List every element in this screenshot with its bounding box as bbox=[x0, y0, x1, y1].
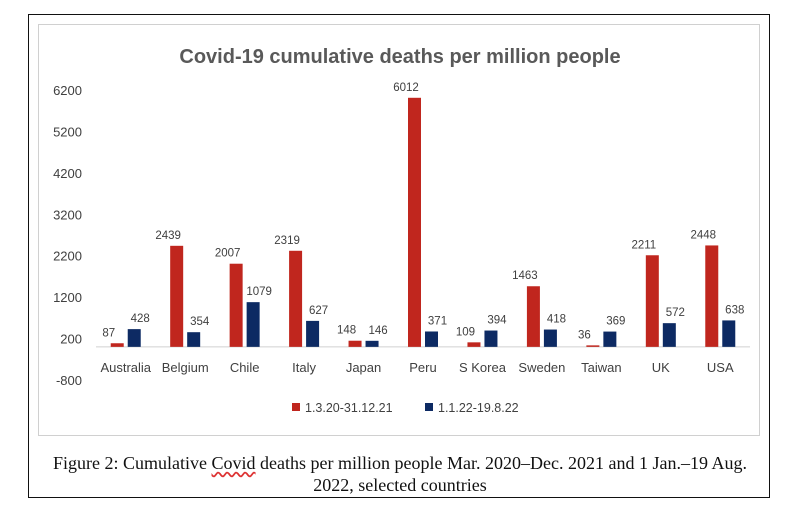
y-tick-label: 5200 bbox=[53, 124, 82, 139]
bar-series1 bbox=[467, 342, 481, 347]
data-label: 2448 bbox=[690, 229, 716, 241]
data-label: 2211 bbox=[631, 239, 656, 251]
x-tick-label: S Korea bbox=[459, 360, 507, 375]
caption-post: deaths per million people Mar. 2020–Dec.… bbox=[255, 453, 747, 495]
x-tick-label: UK bbox=[652, 360, 670, 375]
bar-series1 bbox=[289, 250, 303, 347]
bar-series1 bbox=[408, 97, 421, 347]
chart-title: Covid-19 cumulative deaths per million p… bbox=[179, 46, 620, 68]
data-label: 638 bbox=[725, 304, 744, 316]
data-label: 371 bbox=[428, 315, 447, 327]
bar-series2 bbox=[722, 320, 736, 347]
caption-pre: Figure 2: Cumulative bbox=[53, 453, 212, 473]
chart-area bbox=[38, 24, 760, 436]
x-tick-label: Japan bbox=[346, 360, 381, 375]
y-tick-label: 200 bbox=[60, 332, 82, 347]
bar-series2 bbox=[662, 323, 676, 347]
data-label: 2007 bbox=[215, 248, 241, 260]
figure-caption: Figure 2: Cumulative Covid deaths per mi… bbox=[40, 452, 760, 496]
x-tick-label: Belgium bbox=[162, 360, 209, 375]
x-tick-label: Italy bbox=[292, 360, 316, 375]
bar-series1 bbox=[645, 255, 659, 347]
y-tick-label: 1200 bbox=[53, 290, 82, 305]
data-label: 627 bbox=[309, 305, 328, 317]
x-tick-label: Peru bbox=[409, 360, 436, 375]
bar-series1 bbox=[348, 340, 362, 347]
bar-series2 bbox=[306, 320, 320, 347]
data-label: 394 bbox=[487, 315, 507, 327]
data-label: 6012 bbox=[393, 82, 419, 94]
data-label: 1463 bbox=[512, 270, 538, 282]
data-label: 2439 bbox=[155, 230, 181, 242]
legend-label: 1.3.20-31.12.21 bbox=[305, 401, 393, 415]
bar-series2 bbox=[246, 302, 260, 347]
data-label: 572 bbox=[666, 307, 685, 319]
legend-swatch bbox=[425, 403, 433, 411]
bar-series2 bbox=[365, 340, 379, 347]
caption-underlined: Covid bbox=[211, 453, 256, 473]
data-label: 36 bbox=[578, 329, 591, 341]
data-label: 148 bbox=[337, 325, 356, 337]
data-label: 87 bbox=[102, 327, 115, 339]
y-tick-label: 3200 bbox=[53, 207, 82, 222]
bar-series1 bbox=[110, 343, 124, 347]
y-tick-label: 2200 bbox=[53, 249, 82, 264]
legend-swatch bbox=[292, 403, 300, 411]
x-tick-label: Chile bbox=[230, 360, 260, 375]
x-tick-label: Sweden bbox=[518, 360, 565, 375]
bar-series1 bbox=[229, 263, 243, 347]
data-label: 418 bbox=[547, 314, 566, 326]
bar-series1 bbox=[526, 286, 540, 347]
data-label: 1079 bbox=[246, 286, 272, 298]
bar-series1 bbox=[170, 245, 184, 347]
bar-series1 bbox=[586, 345, 600, 347]
bar-series2 bbox=[127, 329, 141, 347]
y-tick-label: 4200 bbox=[53, 166, 82, 181]
bar-series2 bbox=[603, 331, 617, 347]
bar-series1 bbox=[705, 245, 719, 347]
data-label: 428 bbox=[131, 313, 150, 325]
y-tick-label: 6200 bbox=[53, 83, 82, 98]
data-label: 369 bbox=[606, 316, 625, 328]
legend-label: 1.1.22-19.8.22 bbox=[438, 401, 519, 415]
y-tick-label: -800 bbox=[56, 373, 82, 388]
data-label: 2319 bbox=[274, 235, 300, 247]
data-label: 146 bbox=[368, 325, 387, 337]
x-tick-label: Australia bbox=[100, 360, 151, 375]
bar-series2 bbox=[484, 330, 498, 347]
x-tick-label: USA bbox=[707, 360, 734, 375]
x-tick-label: Taiwan bbox=[581, 360, 621, 375]
data-label: 109 bbox=[456, 326, 475, 338]
bar-series2 bbox=[425, 331, 438, 347]
bar-series2 bbox=[187, 332, 201, 347]
bar-series2 bbox=[543, 329, 557, 347]
data-label: 354 bbox=[190, 316, 210, 328]
